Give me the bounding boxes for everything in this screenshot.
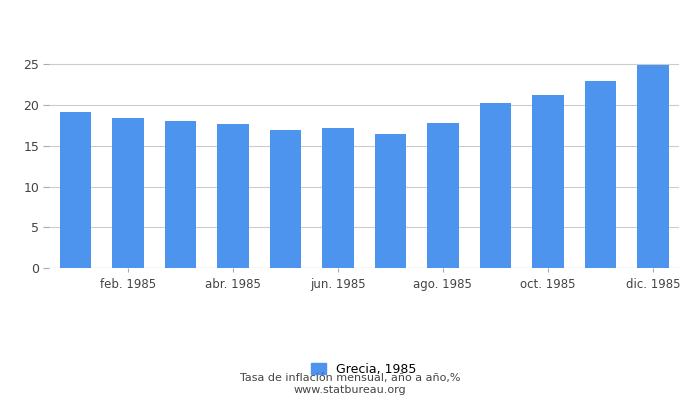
Bar (60, 112, 91, 268)
Legend: Grecia, 1985: Grecia, 1985 (312, 363, 416, 376)
Bar (112, 118, 144, 268)
Text: Tasa de inflación mensual, año a año,%: Tasa de inflación mensual, año a año,% (239, 373, 461, 383)
Bar (164, 120, 196, 268)
Text: www.statbureau.org: www.statbureau.org (294, 385, 406, 395)
Bar (270, 130, 301, 268)
Bar (637, 65, 668, 268)
Bar (217, 124, 248, 268)
Bar (480, 102, 511, 268)
Bar (374, 134, 406, 268)
Bar (584, 80, 616, 268)
Bar (427, 123, 458, 268)
Bar (322, 128, 354, 268)
Bar (532, 95, 564, 268)
